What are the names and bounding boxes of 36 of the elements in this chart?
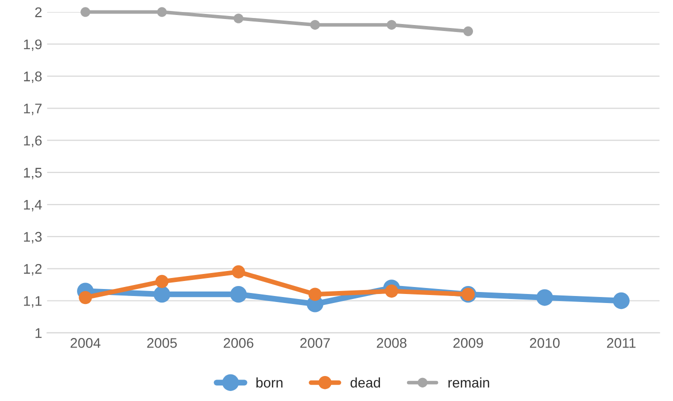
point [308, 288, 322, 301]
y-tick-label: 1,8 [24, 72, 42, 83]
y-tick-label: 1,1 [24, 296, 42, 308]
point [154, 286, 170, 303]
y-tick-label: 2 [35, 7, 42, 18]
legend-label: dead [350, 377, 380, 388]
x-tick-label: 2009 [453, 338, 483, 348]
point [232, 265, 246, 278]
y-tick-label: 1,2 [24, 264, 42, 276]
point [612, 292, 630, 310]
point [157, 7, 167, 17]
x-tick-label: 2007 [300, 338, 330, 348]
y-tick-label: 1,4 [24, 200, 42, 212]
point [234, 14, 244, 24]
y-tick-label: 1 [36, 328, 42, 338]
point [78, 290, 92, 304]
point [536, 289, 554, 306]
point [155, 274, 169, 288]
point [310, 20, 320, 30]
y-tick-label: 1,9 [24, 39, 42, 51]
point [463, 26, 474, 36]
x-tick-label: 2004 [70, 338, 100, 348]
y-tick-label: 1,6 [24, 136, 42, 148]
y-tick-label: 1,5 [24, 168, 42, 180]
point [386, 20, 396, 30]
x-tick-label: 2006 [224, 338, 254, 348]
y-tick-label: 1,7 [24, 104, 42, 116]
x-tick-label: 2005 [147, 338, 177, 348]
x-tick-label: 2010 [530, 338, 560, 348]
x-tick-label: 2008 [376, 338, 406, 348]
y-tick-label: 1,3 [24, 232, 42, 244]
x-tick-label: 2011 [607, 338, 636, 348]
legend-label: born [256, 377, 282, 388]
point [80, 7, 90, 17]
legend-label: remain [448, 377, 490, 388]
point [230, 286, 247, 303]
